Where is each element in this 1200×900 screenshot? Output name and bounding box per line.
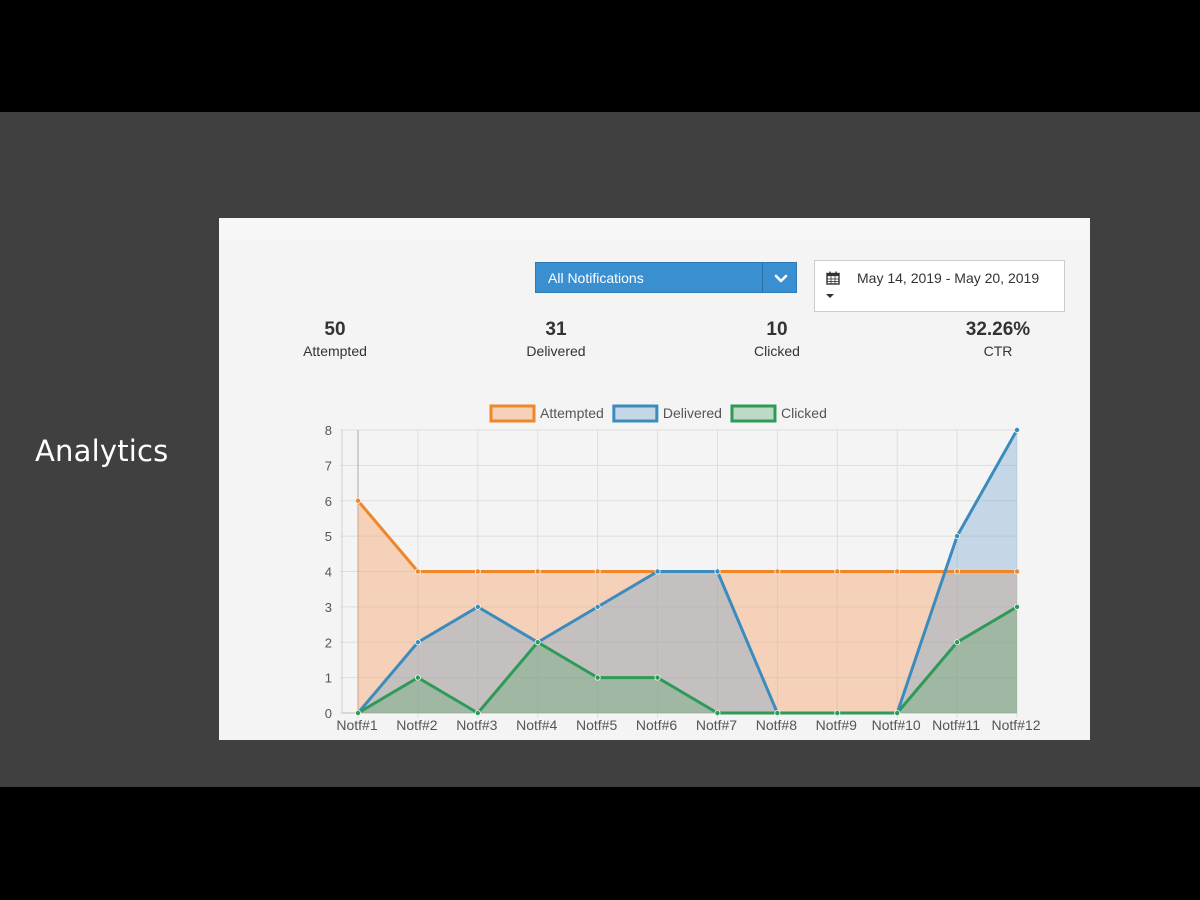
data-point-clicked xyxy=(474,709,481,716)
x-tick-label: Notf#9 xyxy=(816,717,857,733)
data-point-delivered xyxy=(474,603,481,610)
y-tick-label: 1 xyxy=(325,671,332,686)
y-tick-label: 5 xyxy=(325,529,332,544)
x-tick-label: Notf#6 xyxy=(636,717,677,733)
x-tick-label: Notf#5 xyxy=(576,717,617,733)
stat-attempted: 50 Attempted xyxy=(265,318,405,360)
y-tick-label: 3 xyxy=(325,600,332,615)
y-tick-label: 7 xyxy=(325,458,332,473)
x-tick-label: Notf#11 xyxy=(932,717,980,733)
data-point-attempted xyxy=(1014,568,1021,575)
data-point-attempted xyxy=(954,568,961,575)
legend-swatch-attempted xyxy=(489,404,536,423)
series-line-delivered xyxy=(356,429,1019,715)
y-tick-label: 0 xyxy=(325,706,332,721)
data-point-attempted xyxy=(774,568,781,575)
stat-label: Attempted xyxy=(303,343,367,359)
data-point-delivered xyxy=(954,533,961,540)
series-line-clicked xyxy=(357,605,1018,715)
chevron-down-icon[interactable] xyxy=(772,269,790,287)
data-point-attempted xyxy=(594,568,601,575)
data-point-delivered xyxy=(594,603,601,610)
data-point-attempted xyxy=(834,568,841,575)
series-area-clicked xyxy=(358,606,1017,713)
stat-clicked: 10 Clicked xyxy=(707,318,847,360)
caret-down-icon[interactable] xyxy=(826,294,834,298)
y-tick-label: 6 xyxy=(325,494,332,509)
legend-label-delivered: Delivered xyxy=(663,405,722,421)
x-tick-label: Notf#8 xyxy=(756,717,797,733)
notification-filter-select[interactable]: All Notifications xyxy=(535,262,797,293)
legend-label-clicked: Clicked xyxy=(781,405,827,421)
legend-swatch-clicked xyxy=(730,404,777,423)
data-point-delivered xyxy=(1014,426,1021,433)
notification-filter-label: All Notifications xyxy=(548,270,644,286)
x-tick-label: Notf#7 xyxy=(696,717,737,733)
data-point-clicked xyxy=(954,639,961,646)
analytics-panel: All Notifications May 14, 2019 - May 20,… xyxy=(219,218,1090,740)
data-point-clicked xyxy=(414,674,421,681)
x-tick-label: Notf#4 xyxy=(516,717,557,733)
stat-label: CTR xyxy=(983,343,1013,359)
notifications-area-chart: 0 1 2 3 4 5 6 7 8 Notf#1 Notf#2 Notf#3 Notf#4 Notf#5 N… xyxy=(325,404,1041,733)
data-point-clicked xyxy=(1014,603,1021,610)
data-point-delivered xyxy=(714,568,721,575)
select-divider xyxy=(762,263,763,292)
data-point-clicked xyxy=(354,709,361,716)
stat-delivered: 31 Delivered xyxy=(486,318,626,360)
data-point-attempted xyxy=(474,568,481,575)
date-range-picker[interactable]: May 14, 2019 - May 20, 2019 xyxy=(814,260,1065,312)
legend-swatch-delivered xyxy=(612,404,659,423)
date-range-text: May 14, 2019 - May 20, 2019 xyxy=(857,270,1040,286)
data-point-attempted xyxy=(414,568,421,575)
y-tick-label: 2 xyxy=(325,635,332,650)
data-point-attempted xyxy=(354,497,361,504)
data-point-delivered xyxy=(654,568,661,575)
stat-ctr: 32.26% CTR xyxy=(928,318,1068,360)
slide: Analytics All Notifications May 14, 2019… xyxy=(0,112,1200,787)
y-tick-label: 4 xyxy=(325,565,332,580)
data-point-clicked xyxy=(594,674,601,681)
data-point-attempted xyxy=(534,568,541,575)
panel-header-band xyxy=(219,218,1090,240)
data-point-delivered xyxy=(414,639,421,646)
data-point-clicked xyxy=(834,709,841,716)
data-point-clicked xyxy=(894,709,901,716)
x-tick-label: Notf#2 xyxy=(396,717,437,733)
stat-value: 32.26% xyxy=(965,319,1031,340)
data-point-clicked xyxy=(654,674,661,681)
stat-value: 50 xyxy=(324,319,346,340)
data-point-attempted xyxy=(894,568,901,575)
x-tick-label: Notf#3 xyxy=(456,717,497,733)
stat-value: 31 xyxy=(545,319,567,340)
data-point-clicked xyxy=(774,709,781,716)
y-tick-label: 8 xyxy=(325,423,332,438)
stat-label: Delivered xyxy=(526,343,586,359)
data-point-clicked xyxy=(714,709,721,716)
data-point-clicked xyxy=(534,639,541,646)
slide-title: Analytics xyxy=(35,434,169,468)
x-tick-label: Notf#12 xyxy=(991,717,1040,733)
calendar-icon xyxy=(826,271,840,285)
legend-label-attempted: Attempted xyxy=(540,405,604,421)
stat-value: 10 xyxy=(766,319,788,340)
stat-label: Clicked xyxy=(754,343,800,359)
x-tick-label: Notf#1 xyxy=(336,717,377,733)
x-tick-label: Notf#10 xyxy=(872,717,921,733)
